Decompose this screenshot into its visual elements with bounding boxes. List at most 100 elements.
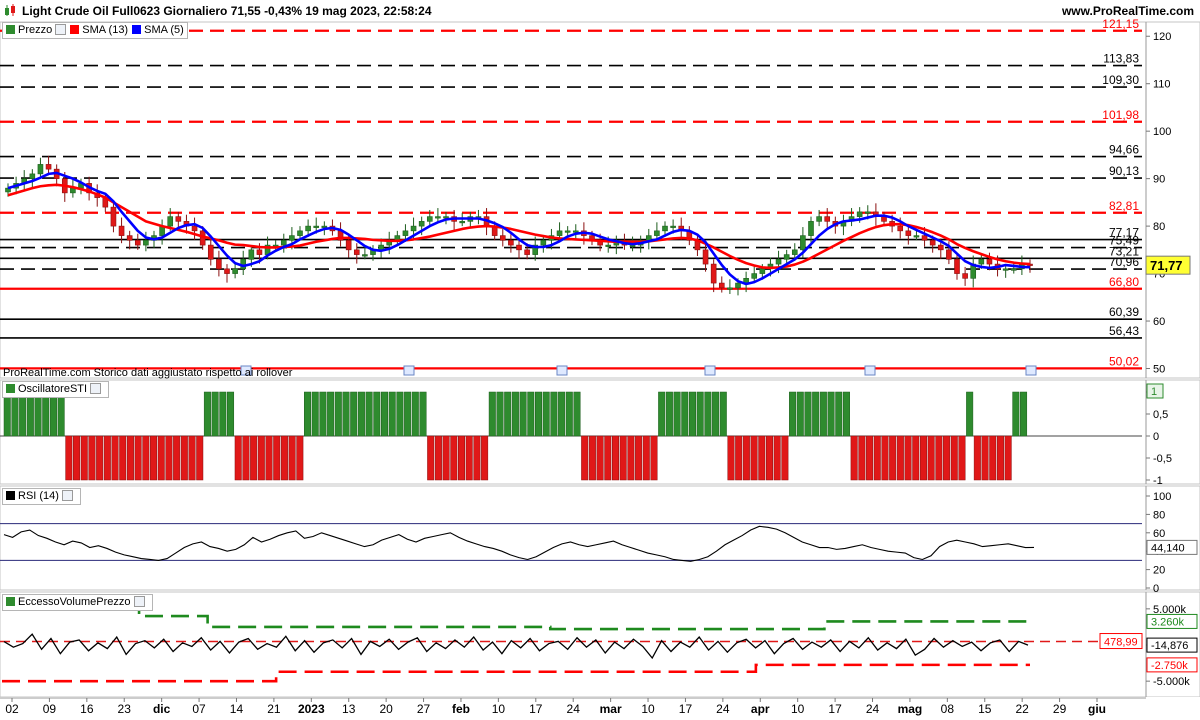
volume-lower-label: -2.750k [1151, 660, 1188, 672]
candle [248, 249, 255, 260]
level-label: 73,21 [1109, 244, 1139, 258]
sti-bar [381, 391, 389, 437]
sti-bar [958, 435, 966, 481]
price-tick-label: 90 [1153, 174, 1165, 186]
sti-bar [873, 435, 881, 481]
sti-bar [796, 391, 804, 437]
rsi-line [3, 525, 1035, 562]
sti-bar [496, 391, 504, 437]
sti-swatch-icon [6, 384, 15, 393]
sti-bar [765, 435, 773, 481]
candle [345, 240, 352, 251]
sti-bar [850, 435, 858, 481]
legend-volume[interactable]: EccessoVolumePrezzo [18, 596, 131, 608]
x-tick-label: 08 [941, 702, 955, 716]
sti-bar [34, 391, 42, 437]
candle [564, 230, 571, 233]
rsi-tick-label: 20 [1153, 565, 1165, 577]
x-tick-label: 13 [342, 702, 356, 716]
volume-value-badge [1099, 633, 1143, 650]
candle [532, 244, 539, 255]
sti-bar [481, 435, 489, 481]
candle [856, 211, 863, 217]
sti-bar [342, 391, 350, 437]
candle [913, 235, 920, 238]
x-tick-label: 09 [43, 702, 57, 716]
wrench-icon[interactable] [61, 490, 73, 501]
wrench-icon[interactable] [133, 596, 145, 607]
sti-tick-label: -0,5 [1153, 453, 1172, 465]
level-label: 56,43 [1109, 324, 1139, 338]
sti-bar [458, 435, 466, 481]
candle-icon [6, 25, 15, 34]
candle [134, 240, 141, 246]
candle [816, 216, 822, 222]
sti-bar [357, 391, 365, 437]
event-marker-icon [403, 365, 415, 376]
volume-legend[interactable]: EccessoVolumePrezzo [2, 594, 153, 611]
candle [143, 240, 149, 246]
price-legend[interactable]: Prezzo SMA (13) SMA (5) [2, 22, 188, 39]
sti-bar [704, 391, 712, 437]
rsi-legend[interactable]: RSI (14) [2, 488, 81, 505]
sti-bar [319, 391, 327, 437]
x-tick-label: 27 [417, 702, 431, 716]
x-tick-label: 20 [379, 702, 393, 716]
sti-value-badge [1146, 383, 1164, 399]
level-label: 101,98 [1102, 108, 1139, 122]
sti-bar [450, 435, 458, 481]
level-label: 77,17 [1109, 226, 1139, 240]
candle [175, 216, 182, 222]
legend-prezzo[interactable]: Prezzo [18, 24, 53, 36]
rsi-value-label: 44,140 [1151, 542, 1185, 554]
candle [256, 249, 263, 255]
legend-sma13[interactable]: SMA (13) [82, 24, 129, 36]
sti-bar [80, 435, 88, 481]
sti-bar [943, 435, 951, 481]
candle [321, 225, 328, 228]
sti-bar [742, 435, 750, 481]
sti-bar [196, 435, 204, 481]
rsi-panel-frame [0, 485, 1200, 591]
sti-bar [527, 391, 535, 437]
candle [791, 249, 798, 255]
legend-sma5[interactable]: SMA (5) [144, 24, 184, 36]
site-name[interactable]: www.ProRealTime.com [1061, 4, 1194, 18]
current-price-label: 71,77 [1150, 258, 1183, 273]
x-tick-label: feb [452, 702, 470, 716]
legend-rsi[interactable]: RSI (14) [18, 490, 59, 502]
rsi-tick-label: 80 [1153, 509, 1165, 521]
legend-sti[interactable]: OscillatoreSTI [18, 383, 88, 395]
sti-bar [365, 391, 373, 437]
candle [937, 244, 944, 251]
level-label: 113,83 [1103, 52, 1139, 66]
wrench-icon[interactable] [55, 24, 67, 35]
sti-bar [411, 391, 419, 437]
candle [1002, 268, 1009, 271]
rsi-tick-label: 100 [1153, 491, 1171, 503]
candle [232, 268, 238, 274]
candle [556, 230, 563, 236]
candle [759, 268, 766, 274]
price-tick-label: 80 [1153, 221, 1165, 233]
level-label: 90,13 [1109, 164, 1139, 178]
candle [313, 225, 320, 228]
sti-bar [688, 391, 696, 437]
candle [435, 216, 441, 219]
vol-panel-frame [0, 591, 1200, 698]
sti-bar [673, 391, 681, 437]
wrench-icon[interactable] [90, 383, 102, 394]
candle [289, 235, 295, 241]
sti-bar [242, 435, 250, 481]
sti-bar [819, 391, 827, 437]
event-marker-icon [864, 365, 876, 376]
event-marker-icon [704, 365, 716, 376]
price-tick-label: 120 [1153, 31, 1171, 43]
sti-legend[interactable]: OscillatoreSTI [2, 381, 110, 398]
candle [167, 216, 174, 227]
sti-bar [604, 435, 612, 481]
candle [654, 230, 660, 236]
sti-bar [88, 435, 96, 481]
sti-bar [157, 435, 165, 481]
